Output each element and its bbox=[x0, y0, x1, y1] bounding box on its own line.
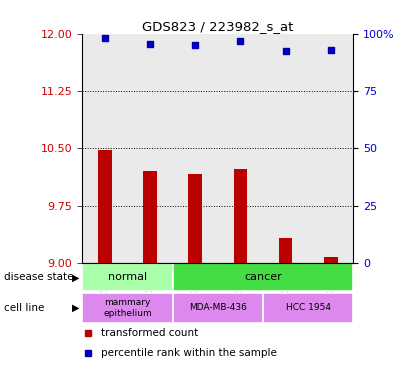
Bar bbox=[279, 238, 292, 263]
Bar bbox=[143, 171, 157, 263]
Bar bbox=[82, 34, 127, 263]
Bar bbox=[263, 34, 308, 263]
Bar bbox=[127, 34, 173, 263]
Text: ▶: ▶ bbox=[72, 303, 80, 313]
Bar bbox=[173, 292, 263, 323]
Point bbox=[282, 48, 289, 54]
Text: percentile rank within the sample: percentile rank within the sample bbox=[101, 348, 277, 358]
Text: transformed count: transformed count bbox=[101, 328, 199, 338]
Point bbox=[237, 38, 244, 44]
Text: cell line: cell line bbox=[4, 303, 44, 313]
Bar bbox=[173, 34, 218, 263]
Text: normal: normal bbox=[108, 272, 147, 282]
Bar bbox=[173, 264, 353, 291]
Bar bbox=[308, 34, 353, 263]
Point bbox=[147, 40, 153, 46]
Text: disease state: disease state bbox=[4, 272, 74, 282]
Text: cancer: cancer bbox=[244, 272, 282, 282]
Point bbox=[192, 42, 199, 48]
Text: mammary
epithelium: mammary epithelium bbox=[103, 298, 152, 318]
Text: MDA-MB-436: MDA-MB-436 bbox=[189, 303, 247, 312]
Point bbox=[328, 47, 334, 53]
Point bbox=[102, 34, 108, 40]
Bar bbox=[218, 34, 263, 263]
Text: ▶: ▶ bbox=[72, 272, 80, 282]
Title: GDS823 / 223982_s_at: GDS823 / 223982_s_at bbox=[142, 20, 293, 33]
Bar bbox=[263, 292, 353, 323]
Bar bbox=[233, 169, 247, 263]
Bar bbox=[82, 292, 173, 323]
Text: HCC 1954: HCC 1954 bbox=[286, 303, 331, 312]
Bar bbox=[82, 264, 173, 291]
Bar bbox=[324, 257, 337, 263]
Bar bbox=[188, 174, 202, 263]
Bar bbox=[98, 150, 112, 263]
